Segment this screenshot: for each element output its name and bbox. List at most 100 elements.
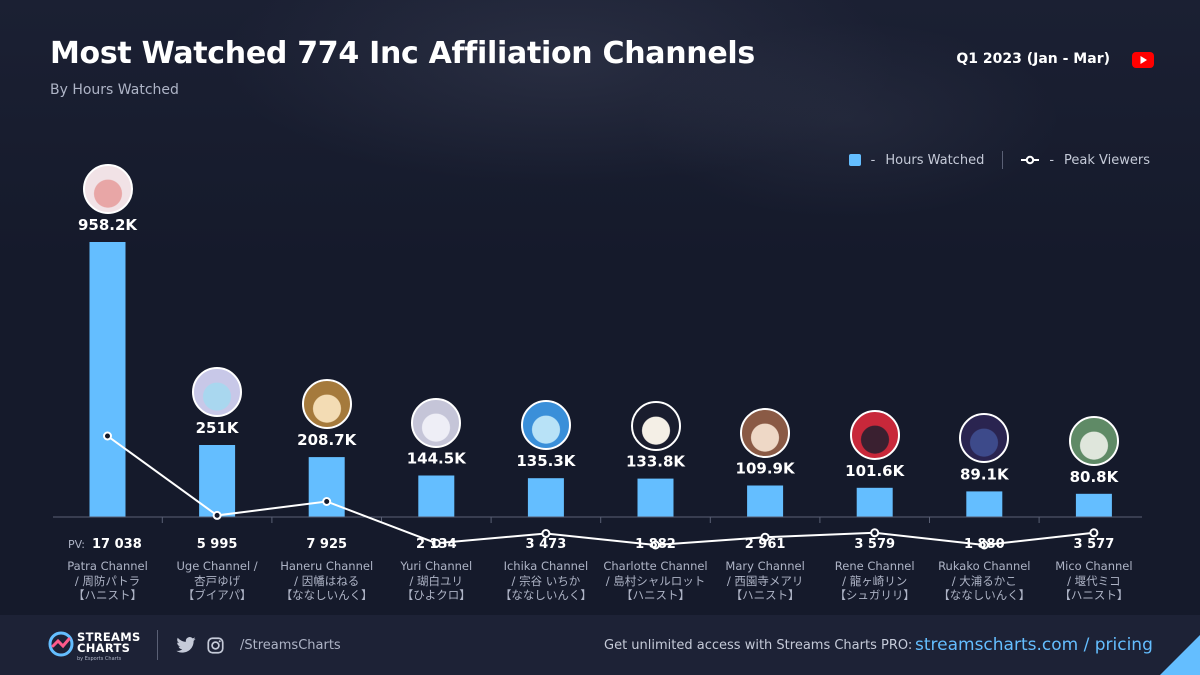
channel-name-line: 【ブイアパ】 <box>182 588 252 602</box>
chart-legend: - Hours Watched - Peak Viewers <box>848 151 1150 169</box>
footer-divider <box>157 630 158 660</box>
bar <box>1075 493 1112 517</box>
legend-hours-swatch <box>848 154 861 166</box>
bar-value-label: 101.6K <box>845 462 905 480</box>
channel-name: Mico Channel / 堰代ミコ 【ハニスト】 <box>1038 559 1150 603</box>
peak-viewers-point <box>979 540 989 550</box>
peak-viewers-point <box>322 497 332 506</box>
peak-viewers-value: 3 473 <box>525 537 567 552</box>
channel-name: Mary Channel / 西園寺メアリ 【ハニスト】 <box>709 559 821 603</box>
channel-name-line: Ichika Channel <box>503 559 589 573</box>
channel-avatar <box>630 400 681 451</box>
peak-viewers-point <box>651 540 660 550</box>
legend-dash: - <box>1049 152 1055 168</box>
peak-viewers-value: 1 882 <box>635 537 676 552</box>
channel-name-line: 【ハニスト】 <box>73 588 142 602</box>
bar <box>527 478 564 517</box>
bar <box>418 475 455 517</box>
channel-name-line: / 大浦るかこ <box>951 573 1017 588</box>
peak-viewers-value: 1 880 <box>963 537 1005 552</box>
instagram-icon[interactable] <box>207 637 224 654</box>
channel-avatar <box>959 413 1010 464</box>
chart: 958.2K 251K 208.7K 144.5K 135.3K 133.8K 109.9K… <box>53 216 1142 550</box>
channel-name-line: Mary Channel <box>725 559 805 573</box>
channel-name-line: Uge Channel / <box>176 559 258 573</box>
peak-viewers-point <box>431 538 441 548</box>
channel-name: Rukako Channel / 大浦るかこ 【ななしいんく】 <box>928 559 1040 603</box>
youtube-icon <box>1132 52 1154 68</box>
bar <box>966 491 1003 517</box>
brand-name: STREAMS CHARTS <box>77 630 141 654</box>
bar-value-label: 144.5K <box>407 450 467 468</box>
peak-viewers-value: 2 961 <box>744 537 786 552</box>
period-label: Q1 2023 (Jan - Mar) <box>956 51 1110 67</box>
bar-value-label: 251K <box>196 419 240 437</box>
channel-name-line: / 因幡はねる <box>294 573 360 588</box>
pricing-link[interactable]: streamscharts.com / pricing <box>915 635 1153 655</box>
peak-viewers-value: 7 925 <box>306 537 348 552</box>
channel-name: Patra Channel / 周防パトラ 【ハニスト】 <box>52 559 164 603</box>
page-title: Most Watched 774 Inc Affiliation Channel… <box>50 36 755 71</box>
bar-value-label: 133.8K <box>626 453 686 471</box>
legend-separator <box>1002 151 1004 169</box>
channel-name: Yuri Channel / 瑚白ユリ 【ひよクロ】 <box>380 559 492 603</box>
promo-text: Get unlimited access with Streams Charts… <box>604 638 913 653</box>
channel-avatar <box>411 397 462 448</box>
header-background <box>0 0 1200 260</box>
peak-viewers-point <box>1089 528 1099 538</box>
peak-viewers-point <box>870 528 880 538</box>
channel-name-line: Patra Channel <box>67 559 148 573</box>
channel-name-line: 【ひよクロ】 <box>401 588 471 602</box>
channel-avatar <box>520 400 571 451</box>
bar-value-label: 135.3K <box>516 452 576 470</box>
channel-name: Charlotte Channel / 島村シャルロット 【ハニスト】 <box>600 559 712 603</box>
footer <box>0 615 1200 675</box>
channel-name-line: / 堰代ミコ <box>1067 573 1121 588</box>
peak-viewers-point <box>103 431 112 441</box>
channel-name-line: / 西園寺メアリ <box>726 573 804 588</box>
channel-name-line: / 龍ヶ崎リン <box>842 573 908 588</box>
brand-line1: STREAMS <box>77 630 141 644</box>
legend-peak-label: Peak Viewers <box>1064 152 1150 168</box>
bar-value-label: 109.9K <box>736 460 796 478</box>
pv-label: PV: <box>68 538 85 551</box>
peak-viewers-value: 5 995 <box>196 537 238 552</box>
peak-viewers-value: 3 579 <box>854 537 896 552</box>
bar <box>89 242 126 517</box>
brand-subtitle: by Esports Charts <box>77 656 122 662</box>
peak-viewers-point <box>212 510 222 520</box>
bar <box>637 478 674 517</box>
channel-name-line: 【ハニスト】 <box>730 588 800 602</box>
bar <box>199 445 236 517</box>
channel-name-line: 【ハニスト】 <box>621 588 690 602</box>
channel-name: Uge Channel / 杏戸ゆげ 【ブイアパ】 <box>161 559 273 603</box>
peak-viewers-point <box>760 532 770 542</box>
channel-name: Rene Channel / 龍ヶ崎リン 【シュガリリ】 <box>819 559 931 603</box>
bar-value-label: 89.1K <box>960 465 1010 483</box>
legend-peak-icon <box>1021 155 1040 165</box>
bar-value-label: 208.7K <box>297 431 357 449</box>
channel-name-line: 【シュガリリ】 <box>834 588 915 602</box>
bar <box>308 457 345 517</box>
channel-name-line: 杏戸ゆげ <box>194 573 241 588</box>
channel-name-line: / 瑚白ユリ <box>409 573 464 588</box>
bar <box>747 485 784 517</box>
peak-viewers-value: 2 134 <box>415 537 457 552</box>
peak-viewers-line <box>106 435 1095 547</box>
channel-name: Ichika Channel / 宗谷 いちか 【ななしいんく】 <box>490 559 602 603</box>
channel-avatar <box>1068 415 1119 466</box>
legend-dash: - <box>870 152 876 168</box>
channel-name-line: / 周防パトラ <box>74 573 141 588</box>
peak-viewers-point <box>541 529 551 538</box>
footer-corner-decoration <box>1160 635 1200 675</box>
channel-name-line: Charlotte Channel <box>603 559 708 573</box>
streams-charts-logo-icon <box>48 631 74 657</box>
channel-avatar <box>192 367 243 417</box>
twitter-icon[interactable] <box>176 637 196 653</box>
peak-viewers-value: 3 577 <box>1073 537 1115 552</box>
social-handle[interactable]: /StreamsCharts <box>240 638 341 653</box>
channel-avatar <box>849 409 900 460</box>
channel-avatar <box>740 407 791 458</box>
channel-name-line: Rene Channel <box>834 559 915 573</box>
channel-name-line: 【ハニスト】 <box>1059 588 1129 602</box>
